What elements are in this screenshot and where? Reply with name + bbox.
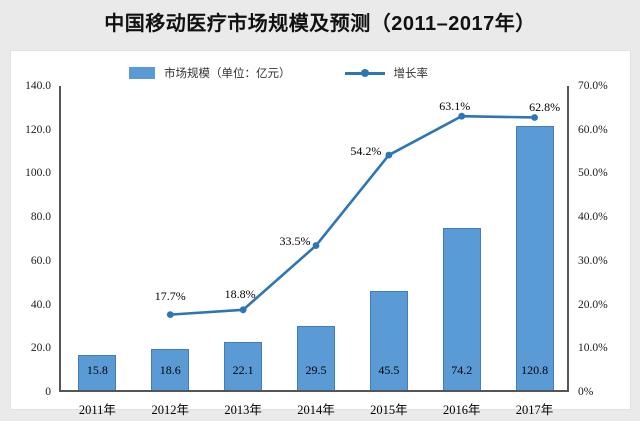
line-point-marker xyxy=(239,306,247,314)
x-axis-label: 2013年 xyxy=(224,403,262,417)
market-size-bar: 29.5 xyxy=(297,325,335,390)
line-swatch-icon xyxy=(344,69,385,77)
left-axis-tick-label: 140.0 xyxy=(25,80,51,92)
right-axis-tick-label: 0% xyxy=(578,386,594,398)
x-axis-label: 2015年 xyxy=(370,403,408,417)
left-axis-tick-label: 60.0 xyxy=(30,254,51,267)
left-axis-tick-label: 40.0 xyxy=(30,298,51,311)
chart-panel: 市场规模（单位：亿元） 增长率 0 20.0 40.0 60.0 80.0 100.0 12… xyxy=(10,50,631,417)
line-value-label: 33.5% xyxy=(279,233,311,248)
market-size-bar: 15.8 xyxy=(78,355,117,390)
x-axis-label: 2014年 xyxy=(297,403,335,417)
bar-value-label: 22.1 xyxy=(232,363,254,377)
legend-item-market-size: 市场规模（单位：亿元） xyxy=(129,65,291,81)
chart-title: 中国移动医疗市场规模及预测（2011–2017年） xyxy=(104,13,536,35)
legend-label-market-size: 市场规模（单位：亿元） xyxy=(164,68,291,80)
line-point-marker xyxy=(166,311,174,319)
bar-value-label: 120.8 xyxy=(521,363,549,377)
bar-value-label: 15.8 xyxy=(86,363,108,377)
line-value-label: 62.8% xyxy=(529,100,561,115)
legend-label-growth-rate: 增长率 xyxy=(393,68,429,80)
x-axis-label: 2016年 xyxy=(442,403,481,417)
legend-item-growth-rate: 增长率 xyxy=(344,65,429,81)
line-value-label: 17.7% xyxy=(154,288,186,303)
market-size-bar: 120.8 xyxy=(515,125,554,390)
right-axis-tick-label: 60.0% xyxy=(578,123,608,136)
right-axis-tick-label: 70.0% xyxy=(578,80,608,92)
line-value-label: 18.8% xyxy=(224,286,256,301)
market-size-bar: 18.6 xyxy=(151,349,190,390)
bar-value-label: 74.2 xyxy=(451,363,473,377)
line-value-label: 54.2% xyxy=(350,144,382,159)
market-size-bar: 45.5 xyxy=(369,290,408,390)
plot-area: 0 20.0 40.0 60.0 80.0 100.0 120.0 140.0 0% 10.0% 2… xyxy=(25,80,608,417)
bar-value-label: 45.5 xyxy=(378,363,400,377)
right-axis-tick-label: 20.0% xyxy=(578,298,608,311)
left-axis-tick-label: 120.0 xyxy=(25,123,51,136)
line-value-label: 63.1% xyxy=(439,99,471,114)
right-axis-tick-label: 50.0% xyxy=(578,167,608,180)
left-axis-tick-label: 20.0 xyxy=(30,342,51,355)
x-axis-label: 2011年 xyxy=(78,403,116,417)
bar-value-label: 29.5 xyxy=(305,363,327,377)
bar-value-label: 18.6 xyxy=(159,363,181,377)
left-axis-tick-label: 100.0 xyxy=(25,167,51,180)
market-size-bar: 22.1 xyxy=(224,341,263,390)
left-axis-tick-label: 0 xyxy=(45,386,51,398)
left-axis-tick-label: 80.0 xyxy=(30,211,51,224)
right-axis-tick-label: 30.0% xyxy=(578,254,608,267)
market-size-bar: 74.2 xyxy=(442,227,481,390)
right-axis-tick-label: 40.0% xyxy=(578,211,608,224)
x-axis-label: 2017年 xyxy=(515,403,554,417)
bar-swatch-icon xyxy=(129,67,155,79)
legend: 市场规模（单位：亿元） 增长率 xyxy=(129,65,428,81)
right-axis-tick-label: 10.0% xyxy=(578,342,608,355)
x-axis-label: 2012年 xyxy=(151,403,190,417)
